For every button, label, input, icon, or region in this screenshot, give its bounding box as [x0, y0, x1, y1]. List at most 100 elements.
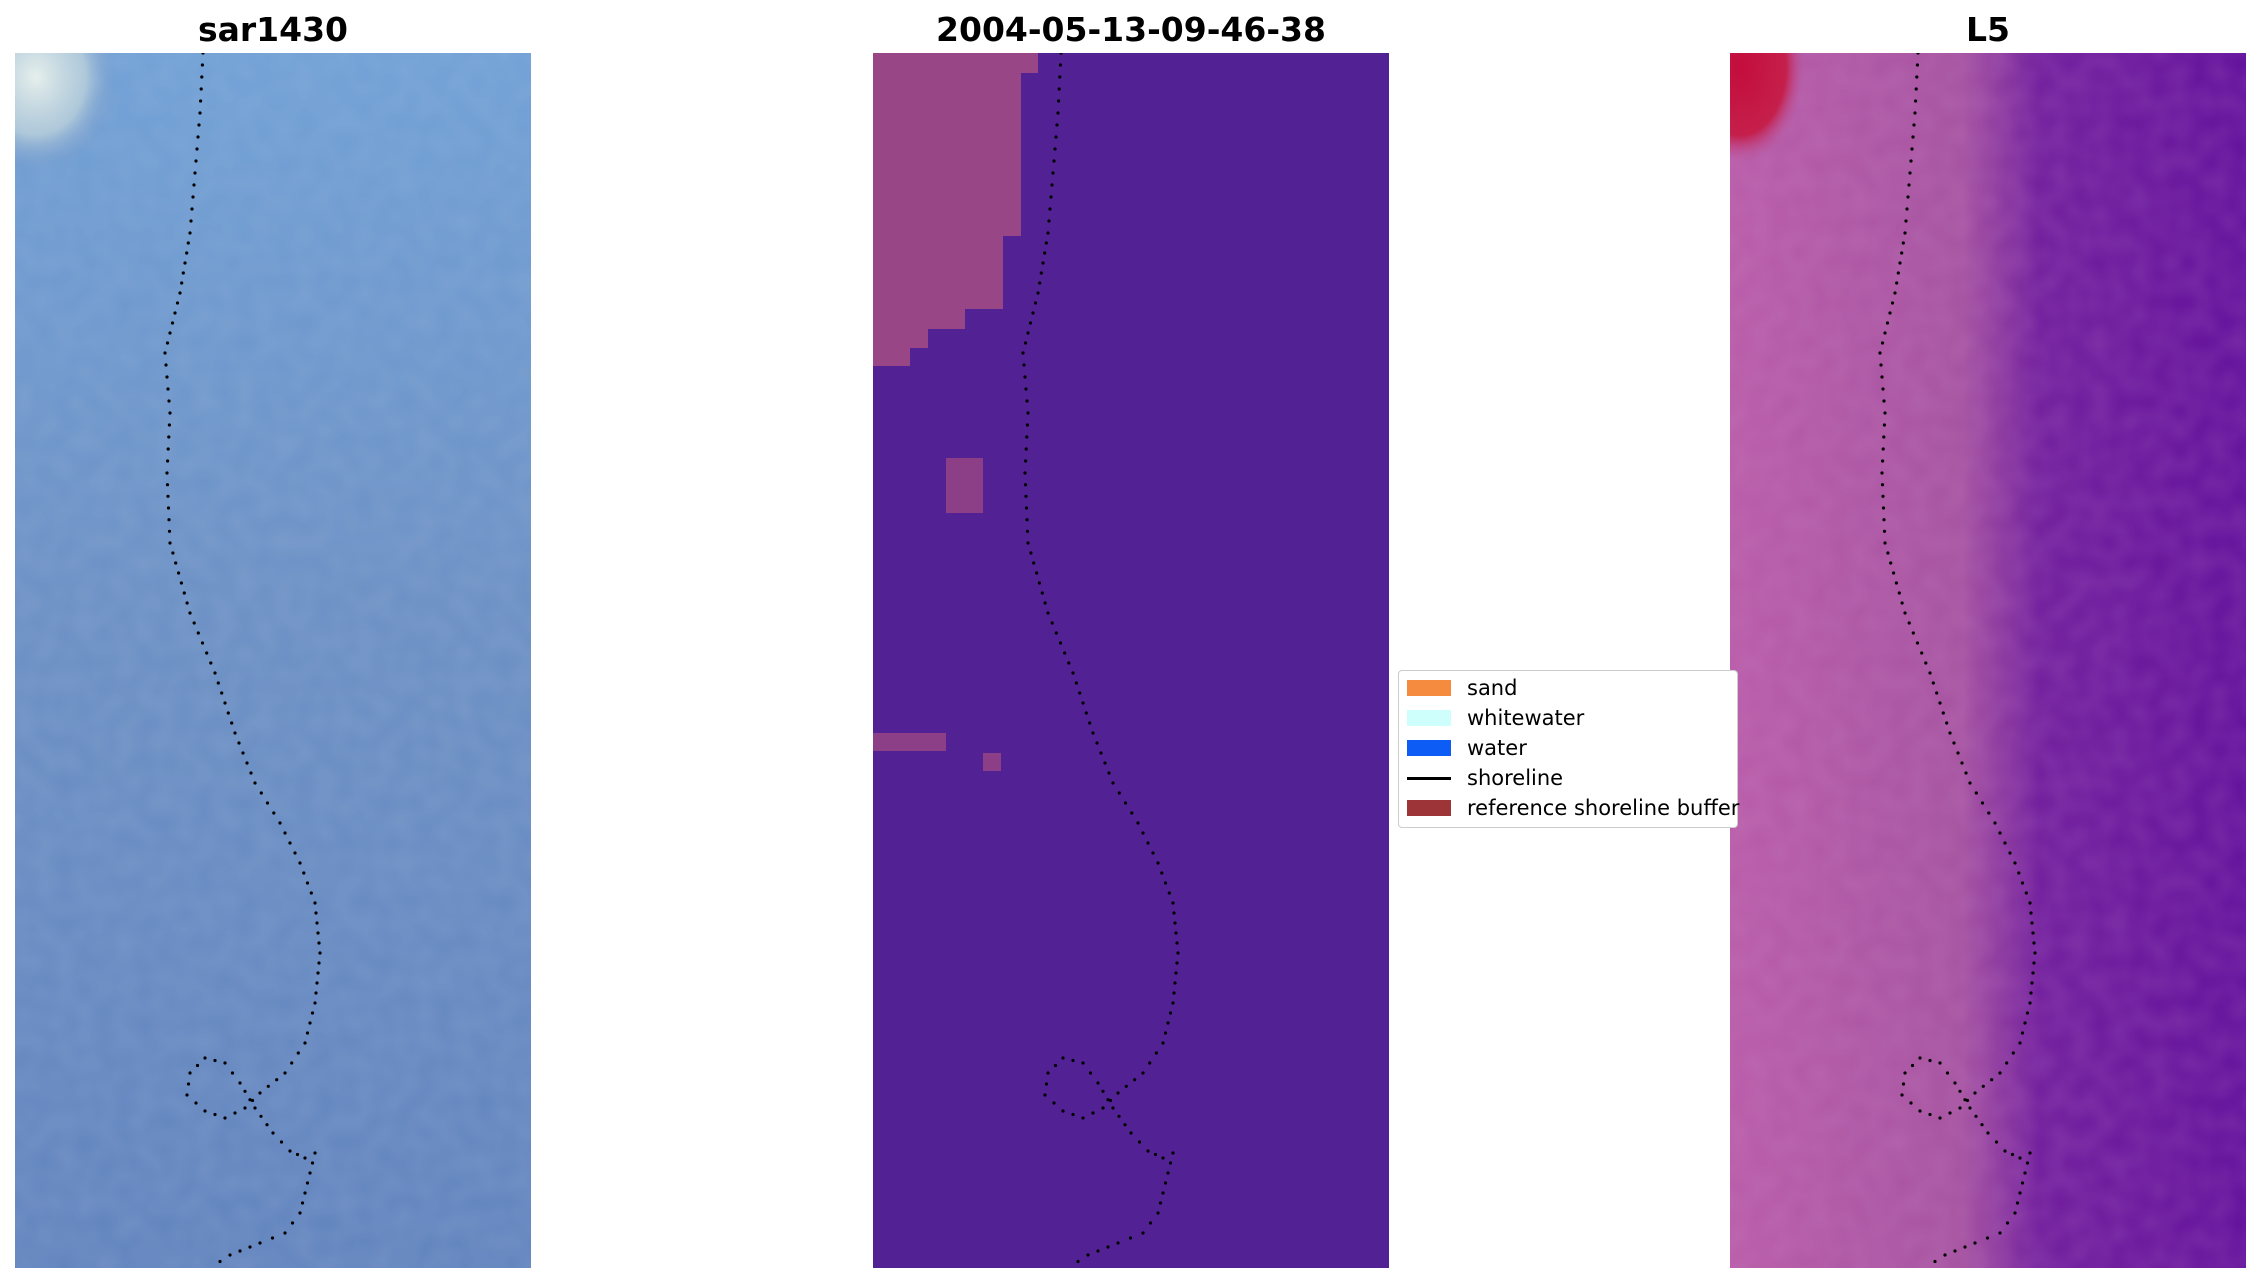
shoreline-point [2018, 1191, 2022, 1195]
shoreline-point [195, 147, 199, 151]
shoreline-point [195, 1063, 200, 1068]
shoreline-point [1050, 183, 1054, 187]
shoreline-point [218, 1259, 222, 1264]
shoreline-point [1881, 387, 1885, 391]
shoreline-point [1973, 1241, 1977, 1245]
shoreline-point [1035, 571, 1039, 575]
shoreline-point [1067, 661, 1071, 665]
shoreline-point [1974, 1114, 1978, 1118]
shoreline-point [200, 75, 204, 79]
shoreline-point [1175, 941, 1179, 945]
shoreline-point [249, 771, 253, 775]
shoreline-point [1171, 1151, 1175, 1155]
legend: sand whitewater water shoreline referenc… [1398, 670, 1739, 828]
shoreline-point [209, 661, 213, 665]
shoreline-point [1904, 219, 1908, 223]
shoreline-point [200, 641, 205, 645]
shoreline-point [1908, 171, 1912, 175]
shoreline-point [1026, 541, 1030, 545]
shoreline-point [1882, 529, 1887, 533]
shoreline-point [1998, 831, 2002, 835]
shoreline-point [167, 423, 171, 427]
shoreline-point [1913, 111, 1917, 115]
shoreline-point [1924, 661, 1928, 665]
shoreline-point [2032, 961, 2036, 965]
shoreline-point [1101, 1106, 1105, 1110]
shoreline-point [190, 207, 194, 211]
shoreline-point [2010, 1152, 2015, 1157]
shoreline-point [1916, 53, 1920, 55]
shoreline-point [166, 447, 170, 451]
shoreline-point [1882, 435, 1886, 439]
shoreline-point [1116, 1241, 1120, 1245]
shoreline-point [1056, 111, 1060, 115]
shoreline-point [167, 529, 172, 533]
shoreline-point [1945, 721, 1949, 725]
shoreline-point [2029, 911, 2033, 915]
shoreline-point [1956, 751, 1960, 755]
shoreline-point [1049, 195, 1053, 199]
shoreline-point [288, 841, 292, 845]
shoreline-point [1158, 1201, 1163, 1205]
shoreline-point [1033, 301, 1038, 305]
shoreline-point [1054, 631, 1058, 635]
shoreline-point [283, 1071, 287, 1075]
shoreline-point [1096, 1249, 1100, 1253]
shoreline-point [313, 901, 317, 905]
shoreline-point [278, 821, 282, 825]
shoreline-point [1892, 571, 1896, 575]
shoreline-point [1998, 1071, 2002, 1075]
shoreline-point [290, 1061, 294, 1065]
shoreline-point [259, 1114, 263, 1118]
shoreline-point [283, 831, 287, 835]
shoreline-point [1058, 641, 1063, 645]
shoreline-point [293, 851, 297, 855]
shoreline-point [316, 971, 320, 975]
legend-label-water: water [1467, 736, 1527, 760]
shoreline-point [174, 561, 178, 565]
shoreline-point [298, 861, 302, 865]
shoreline-point [1168, 1011, 1173, 1015]
shoreline-point [189, 219, 193, 223]
shoreline-point [1948, 731, 1952, 735]
shoreline-point [1933, 1259, 1937, 1264]
shoreline-point [1883, 331, 1887, 335]
shoreline-point [1107, 771, 1111, 775]
shoreline-point [1078, 691, 1082, 695]
shoreline-point [2023, 1171, 2027, 1175]
shoreline-point [1111, 1106, 1115, 1110]
shoreline-point [1893, 291, 1897, 295]
shoreline-point [1907, 183, 1911, 187]
shoreline-point [1918, 1109, 1922, 1113]
shoreline-point [1161, 1191, 1165, 1195]
shoreline-point [272, 811, 276, 815]
shoreline-point [265, 801, 270, 805]
shoreline-point [1914, 99, 1918, 103]
shoreline-point [313, 1001, 317, 1005]
shoreline-point [213, 671, 217, 675]
shoreline-point [2017, 871, 2021, 875]
shoreline-point [230, 1071, 235, 1075]
shoreline-point [1091, 1111, 1095, 1115]
shoreline-point [196, 631, 200, 635]
shoreline-point [1952, 741, 1956, 745]
shoreline-point [1882, 518, 1886, 522]
shoreline-point [241, 751, 245, 755]
shoreline-point [2033, 951, 2037, 955]
shoreline-point [1963, 1245, 1967, 1249]
shoreline-point [1903, 1071, 1907, 1075]
shoreline-point [1024, 494, 1028, 498]
shoreline-point [1036, 291, 1040, 295]
shoreline-point [1938, 1116, 1942, 1120]
shoreline-point [191, 195, 195, 199]
shoreline-point [185, 601, 189, 605]
shoreline-point [1938, 1061, 1942, 1065]
shoreline-point [308, 1171, 312, 1175]
shoreline-point [1882, 423, 1886, 427]
shoreline-point [316, 931, 320, 935]
shoreline-point [1129, 1131, 1133, 1135]
shoreline-point [1906, 195, 1910, 199]
reference-buffer-patch [946, 458, 983, 513]
shoreline-point [2020, 881, 2025, 885]
shoreline-point [2018, 1041, 2022, 1045]
